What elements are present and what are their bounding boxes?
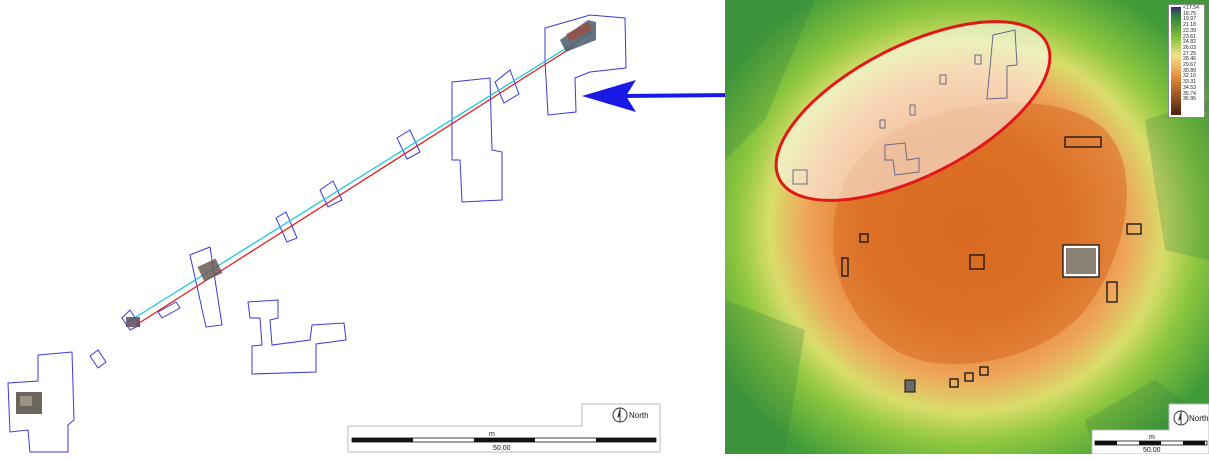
legend-value: 27.25 <box>1183 50 1196 57</box>
legend-value: 30.89 <box>1183 67 1196 74</box>
building-outline <box>494 69 520 104</box>
legend-value: 24.82 <box>1183 39 1196 46</box>
legend-value: 18.75 <box>1183 10 1196 17</box>
legend-labels: <17.54 18.75 19.97 21.18 22.39 23.61 24.82 26.0… <box>1183 5 1200 103</box>
heatmap-drawing: North m 50.00 <box>725 0 1209 454</box>
legend-value: 36.95 <box>1183 96 1196 103</box>
north-label: North <box>629 411 649 420</box>
legend-value: 32.10 <box>1183 73 1196 80</box>
legend-value: 21.18 <box>1183 22 1196 29</box>
legend-value: 29.67 <box>1183 62 1196 69</box>
scale-value: 50.00 <box>493 445 511 452</box>
left-map-panel: North m 50.00 <box>7 14 661 453</box>
heatmap-north-label: North <box>1189 414 1209 423</box>
site-plan-drawing: North m 50.00 <box>7 14 661 453</box>
building-outline <box>451 77 503 203</box>
scale-bar-group: North m 50.00 <box>347 403 661 453</box>
legend-value: 22.39 <box>1183 27 1196 34</box>
heatmap-scale-value: 50.00 <box>1143 447 1161 454</box>
legend-value: 33.31 <box>1183 79 1196 86</box>
legend-value: 34.53 <box>1183 84 1196 91</box>
legend-color-bar <box>1171 7 1181 115</box>
heatmap-legend: <17.54 18.75 19.97 21.18 22.39 23.61 24.82 26.0… <box>1168 4 1205 118</box>
arrowhead-icon <box>582 80 636 112</box>
scan-patches <box>16 20 596 414</box>
legend-value: 28.46 <box>1183 56 1196 63</box>
red-transect-line <box>135 45 575 326</box>
building-outline <box>7 351 75 453</box>
building-outline <box>89 349 107 369</box>
heatmap-scale-unit: m <box>1149 434 1155 441</box>
building-outline <box>396 129 421 160</box>
legend-value: <17.54 <box>1183 5 1200 11</box>
highlight-ellipse <box>774 20 1052 202</box>
legend-value: 26.03 <box>1183 44 1196 51</box>
building-outline <box>319 180 343 208</box>
scale-unit: m <box>489 431 495 438</box>
building-outline <box>275 211 298 243</box>
legend-value: 35.74 <box>1183 90 1196 97</box>
building-outline <box>157 301 181 319</box>
building-outline <box>189 246 223 328</box>
building-outline <box>544 14 627 116</box>
heatmap-scale-bar-group: North m 50.00 <box>1091 403 1209 454</box>
legend-value: 23.61 <box>1183 33 1196 40</box>
building-outline <box>247 299 347 375</box>
cyan-transect-line <box>127 31 593 323</box>
heatmap-panel: North m 50.00 <17.54 18.75 19.97 21.18 22.39… <box>725 0 1209 454</box>
legend-value: 19.97 <box>1183 16 1196 23</box>
